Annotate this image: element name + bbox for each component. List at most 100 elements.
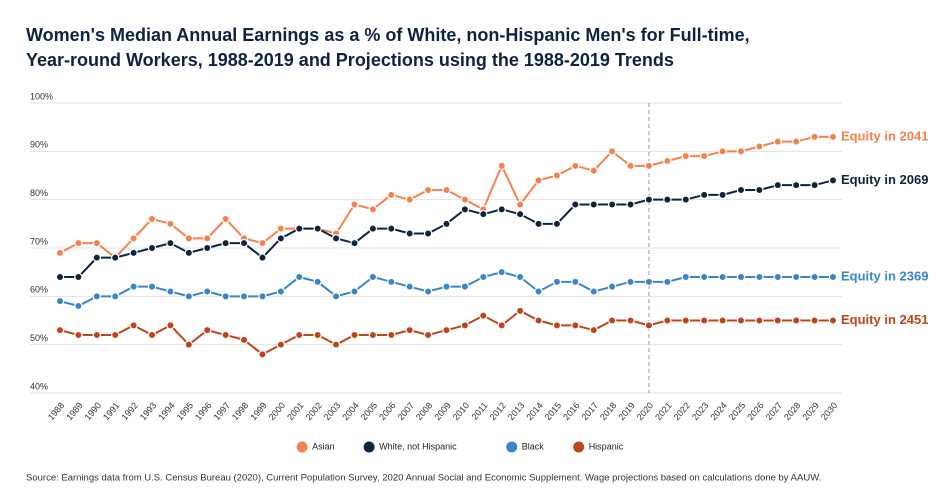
data-point	[736, 185, 746, 195]
data-point	[460, 195, 470, 204]
data-point	[55, 296, 65, 306]
y-tick-label: 50%	[30, 333, 48, 343]
data-point	[111, 330, 120, 340]
x-tick-label: 1999	[248, 400, 269, 422]
data-point	[663, 316, 672, 325]
data-point	[791, 137, 801, 146]
data-point	[773, 272, 782, 282]
data-point	[74, 301, 83, 311]
data-point	[147, 214, 157, 224]
data-point	[387, 330, 396, 340]
data-point	[552, 321, 562, 330]
data-point	[276, 340, 286, 349]
x-tick-label: 2026	[745, 400, 766, 422]
data-point	[295, 330, 304, 340]
data-point	[773, 137, 782, 146]
data-point	[718, 190, 727, 200]
data-point	[313, 224, 322, 233]
x-tick-label: 1990	[83, 400, 104, 422]
data-point	[74, 272, 83, 282]
data-point	[810, 180, 819, 190]
data-point	[258, 253, 267, 262]
chart-subtitle: Year-round Workers, 1988-2019 and Projec…	[26, 50, 674, 70]
data-point	[239, 335, 249, 345]
data-point	[276, 287, 286, 296]
data-point	[147, 330, 157, 340]
legend-label: Black	[522, 441, 545, 451]
data-point	[607, 200, 617, 209]
data-point	[699, 316, 709, 325]
data-point	[368, 330, 378, 340]
data-point	[828, 132, 838, 142]
data-point	[295, 224, 304, 233]
data-point	[111, 253, 120, 262]
legend-swatch	[296, 441, 308, 453]
data-point	[387, 277, 396, 287]
data-point	[534, 287, 543, 296]
data-point	[479, 272, 488, 282]
x-tick-label: 2011	[470, 400, 490, 421]
x-tick-label: 2017	[580, 400, 601, 422]
series-line	[59, 135, 833, 260]
data-point	[626, 316, 635, 325]
data-point	[552, 219, 562, 229]
data-point	[387, 224, 396, 233]
data-point	[350, 238, 359, 248]
end-label: Equity in 2369	[841, 268, 928, 283]
data-point	[497, 267, 506, 277]
data-point	[644, 277, 654, 287]
data-point	[423, 330, 433, 340]
data-point	[681, 151, 690, 161]
data-point	[497, 321, 506, 330]
x-tick-label: 2025	[727, 400, 748, 422]
x-tick-label: 1993	[138, 400, 159, 422]
data-point	[718, 316, 727, 325]
data-point	[589, 287, 598, 296]
data-point	[791, 180, 801, 190]
data-point	[55, 272, 65, 282]
data-point	[699, 151, 709, 161]
data-point	[589, 166, 598, 175]
x-tick-label: 2016	[561, 400, 582, 422]
x-tick-label: 2013	[506, 400, 527, 422]
data-point	[147, 282, 157, 291]
data-point	[681, 272, 690, 282]
y-tick-label: 70%	[30, 236, 48, 246]
x-tick-label: 2003	[322, 400, 343, 422]
data-point	[515, 209, 525, 219]
data-point	[295, 272, 304, 282]
data-point	[810, 316, 819, 325]
data-point	[681, 195, 690, 204]
chart-title: Women's Median Annual Earnings as a % of…	[26, 25, 750, 45]
data-point	[791, 316, 801, 325]
x-tick-label: 1998	[230, 400, 251, 422]
data-point	[350, 330, 359, 340]
x-tick-label: 1992	[119, 400, 140, 422]
data-point	[828, 316, 838, 325]
y-tick-label: 80%	[30, 188, 48, 198]
data-point	[184, 340, 194, 349]
data-point	[184, 248, 194, 258]
data-point	[203, 287, 212, 296]
data-point	[699, 190, 709, 200]
data-point	[607, 147, 617, 156]
data-point	[92, 292, 102, 301]
data-point	[442, 282, 451, 291]
x-tick-label: 2022	[672, 400, 693, 422]
data-point	[313, 277, 322, 287]
data-point	[258, 350, 267, 359]
data-point	[460, 321, 470, 330]
data-point	[497, 161, 506, 171]
data-point	[313, 330, 322, 340]
x-tick-label: 2006	[377, 400, 398, 422]
data-point	[221, 238, 230, 248]
data-point	[644, 195, 654, 204]
x-tick-label: 2009	[432, 400, 453, 422]
x-tick-label: 2021	[653, 400, 674, 422]
data-point	[221, 330, 230, 340]
data-point	[663, 156, 672, 166]
x-tick-label: 2028	[782, 400, 803, 422]
x-tick-label: 2001	[285, 400, 306, 422]
x-tick-label: 2019	[616, 400, 637, 422]
